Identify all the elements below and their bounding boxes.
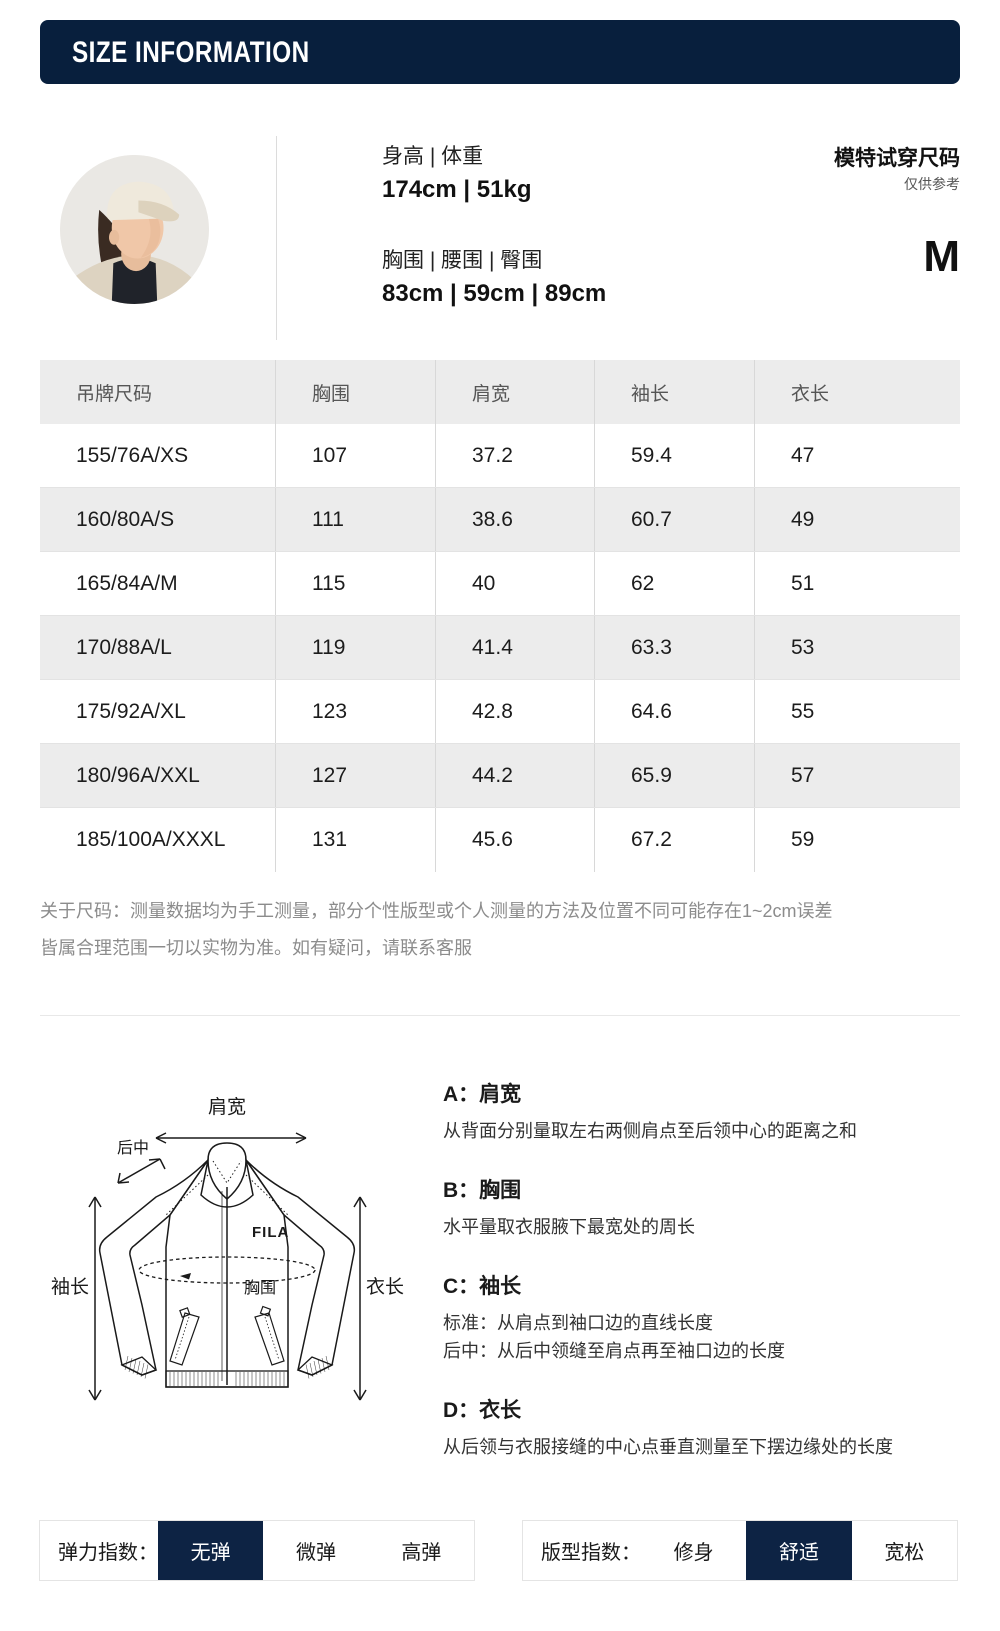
svg-text:衣长: 衣长 <box>366 1276 404 1298</box>
svg-text:肩宽: 肩宽 <box>208 1096 246 1118</box>
svg-text:胸围: 胸围 <box>244 1279 276 1297</box>
svg-text:袖长: 袖长 <box>51 1276 89 1298</box>
svg-text:后中: 后中 <box>117 1139 149 1157</box>
svg-text:FILA: FILA <box>252 1224 289 1241</box>
